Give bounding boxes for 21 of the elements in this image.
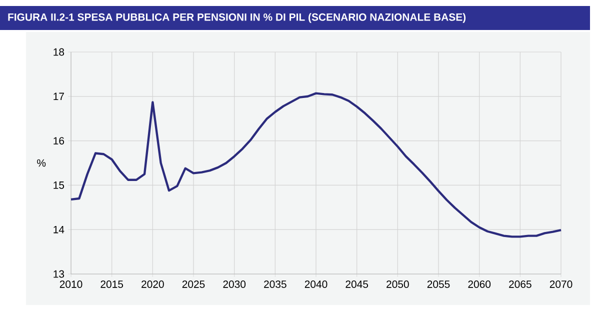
- y-tick-label: 15: [54, 182, 64, 189]
- y-tick-label: 18: [54, 48, 64, 56]
- x-tick-label: 2055: [427, 280, 450, 288]
- x-tick-label: 2015: [100, 280, 124, 288]
- x-tick-label: 2030: [223, 280, 246, 288]
- x-tick-label: 2035: [264, 280, 286, 288]
- x-tick-label: 2060: [468, 280, 491, 288]
- x-tick-label: 2010: [60, 280, 82, 288]
- y-axis-title: %: [37, 159, 46, 167]
- x-tick-label: 2045: [346, 280, 368, 288]
- y-tick-label: 14: [54, 226, 64, 234]
- x-tick-label: 2065: [509, 280, 532, 288]
- x-tick-label: 2050: [386, 280, 409, 288]
- y-tick-label: 17: [54, 92, 64, 100]
- x-tick-label: 2040: [304, 280, 328, 288]
- y-tick-label: 13: [54, 270, 64, 278]
- x-tick-label: 2020: [142, 280, 164, 288]
- y-tick-label: 16: [54, 137, 64, 145]
- x-tick-label: 2025: [182, 280, 205, 288]
- x-tick-label: 2070: [550, 280, 572, 288]
- chart-title: FIGURA II.2-1 SPESA PUBBLICA PER PENSIONI IN % DI PIL (SCENARIO NAZIONALE BASE): [8, 13, 466, 23]
